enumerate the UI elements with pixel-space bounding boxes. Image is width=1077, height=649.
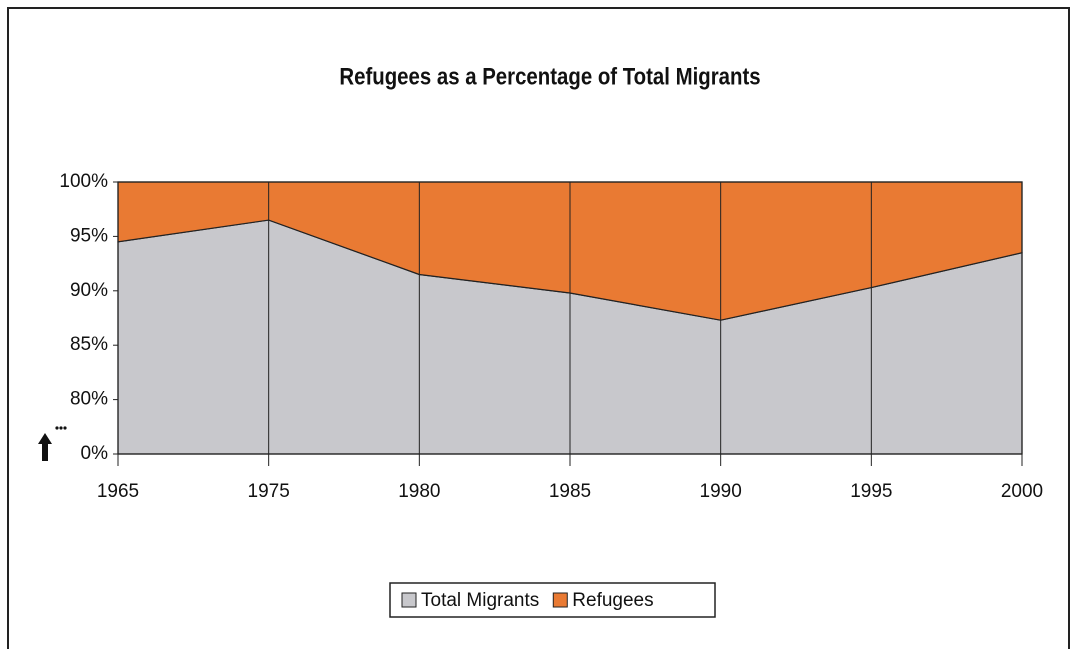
frame (7, 7, 1070, 649)
y-tick-label: 95% (70, 225, 108, 246)
y-tick-label: 85% (70, 334, 108, 355)
y-tick-label: 90% (70, 280, 108, 301)
legend-swatch (552, 592, 568, 608)
x-tick-label: 1995 (850, 481, 892, 502)
axis-break-arrow (38, 433, 52, 461)
legend-swatch (401, 592, 417, 608)
legend-label: Refugees (572, 590, 653, 611)
x-tick-label: 1975 (248, 481, 290, 502)
x-tick-label: 1985 (549, 481, 591, 502)
legend-label: Total Migrants (421, 590, 539, 611)
legend (389, 582, 716, 618)
axis-break-dots (55, 426, 67, 430)
x-tick-label: 1980 (398, 481, 440, 502)
y-tick-label: 0% (81, 443, 109, 464)
y-tick-label: 80% (70, 389, 108, 410)
chart-title: Refugees as a Percentage of Total Migran… (339, 63, 760, 90)
y-tick-label: 100% (59, 171, 108, 192)
x-tick-label: 1965 (97, 481, 139, 502)
x-tick-label: 1990 (700, 481, 742, 502)
x-tick-label: 2000 (1001, 481, 1043, 502)
